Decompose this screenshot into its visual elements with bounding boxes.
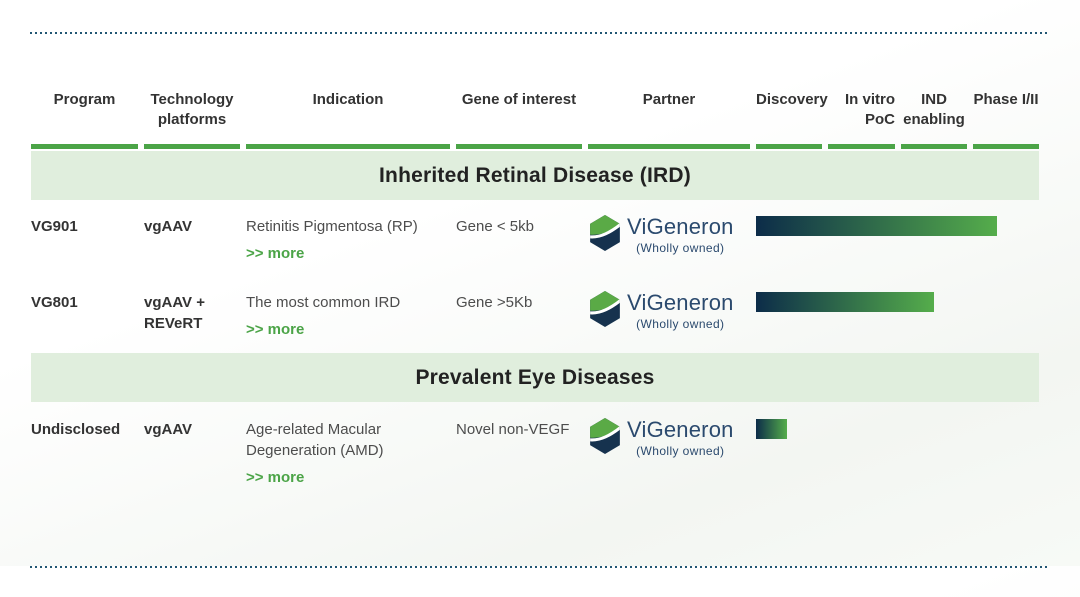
column-header-indication: Indication (246, 90, 450, 149)
partner-label: ViGeneron (Wholly owned) (627, 417, 734, 460)
partner-name: ViGeneron (627, 290, 734, 315)
partner-label: ViGeneron (Wholly owned) (627, 290, 734, 333)
column-header-program: Program (31, 90, 138, 149)
partner-cell: ViGeneron (Wholly owned) (588, 417, 750, 460)
gene-of-interest: Gene < 5kb (456, 218, 534, 235)
gene-of-interest: Gene >5Kb (456, 294, 533, 311)
technology-platforms: vgAAV (144, 421, 193, 438)
program-name: Undisclosed (31, 421, 121, 438)
table-header-row: Program Technology platforms Indication … (31, 90, 1039, 149)
column-header-partner: Partner (588, 90, 750, 149)
partner-label: ViGeneron (Wholly owned) (627, 214, 734, 257)
more-link[interactable]: >> more (246, 321, 305, 338)
top-dotted-divider (30, 31, 1050, 34)
partner-cell: ViGeneron (Wholly owned) (588, 214, 750, 257)
more-link[interactable]: >> more (246, 469, 305, 486)
partner-name: ViGeneron (627, 214, 734, 239)
section-header-ird: Inherited Retinal Disease (IRD) (31, 151, 1039, 200)
partner-name: ViGeneron (627, 417, 734, 442)
indication-text: The most common IRD (246, 294, 401, 311)
partner-ownership-note: (Wholly owned) (636, 317, 725, 332)
technology-platforms: vgAAV + REVeRT (144, 294, 205, 332)
indication-text: Age-related Macular Degeneration (AMD) (246, 421, 384, 459)
section-header-prevalent: Prevalent Eye Diseases (31, 353, 1039, 402)
column-header-technology: Technology platforms (144, 90, 240, 149)
column-header-ind-enabling: IND enabling (901, 90, 967, 149)
column-header-discovery: Discovery (756, 90, 828, 149)
bottom-dotted-divider (30, 565, 1050, 568)
stage-progress-track (756, 292, 1039, 312)
vigeneron-hexagon-icon (590, 291, 620, 327)
column-header-invitro-poc: In vitro PoC (828, 90, 895, 149)
section-title: Inherited Retinal Disease (IRD) (379, 163, 691, 187)
program-name: VG901 (31, 218, 78, 235)
stage-progress-track (756, 216, 1039, 236)
pipeline-page: Program Technology platforms Indication … (0, 31, 1080, 597)
indication-cell: Retinitis Pigmentosa (RP) >> more (246, 216, 450, 264)
stage-progress-bar (756, 216, 997, 236)
stage-progress-bar (756, 419, 788, 439)
technology-platforms: vgAAV (144, 218, 193, 235)
indication-text: Retinitis Pigmentosa (RP) (246, 218, 418, 235)
partner-ownership-note: (Wholly owned) (636, 444, 725, 459)
table-row: Undisclosed vgAAV Age-related Macular De… (31, 402, 1039, 507)
more-link[interactable]: >> more (246, 245, 305, 262)
indication-cell: The most common IRD >> more (246, 292, 450, 340)
program-name: VG801 (31, 294, 78, 311)
gene-of-interest: Novel non-VEGF (456, 421, 570, 438)
vigeneron-hexagon-icon (590, 215, 620, 251)
partner-cell: ViGeneron (Wholly owned) (588, 290, 750, 333)
section-title: Prevalent Eye Diseases (415, 365, 655, 389)
column-header-gene: Gene of interest (456, 90, 582, 149)
stage-progress-track (756, 419, 1039, 439)
stage-progress-bar (756, 292, 935, 312)
partner-ownership-note: (Wholly owned) (636, 241, 725, 256)
table-row: VG801 vgAAV + REVeRT The most common IRD… (31, 289, 1039, 351)
indication-cell: Age-related Macular Degeneration (AMD) >… (246, 419, 450, 488)
vigeneron-hexagon-icon (590, 418, 620, 454)
column-header-phase: Phase I/II (973, 90, 1039, 149)
table-row: VG901 vgAAV Retinitis Pigmentosa (RP) >>… (31, 200, 1039, 289)
